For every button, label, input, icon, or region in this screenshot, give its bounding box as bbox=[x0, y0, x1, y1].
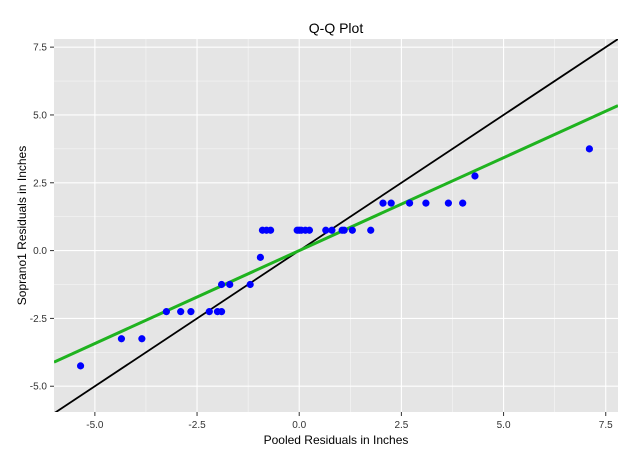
data-point bbox=[205, 308, 213, 316]
data-point bbox=[459, 199, 467, 207]
data-point bbox=[256, 253, 264, 261]
x-axis-ticks: -5.0 -2.5 0.0 2.5 5.0 7.5 bbox=[86, 412, 613, 431]
data-point bbox=[348, 226, 356, 234]
data-point bbox=[340, 226, 348, 234]
data-point bbox=[117, 335, 126, 343]
data-point bbox=[405, 199, 414, 207]
x-tick-label: 5.0 bbox=[497, 420, 511, 431]
data-point bbox=[328, 226, 336, 234]
identity-line bbox=[54, 39, 618, 412]
data-point bbox=[379, 199, 387, 207]
x-tick-label: 7.5 bbox=[599, 420, 613, 431]
data-point bbox=[585, 145, 593, 153]
x-axis-title: Pooled Residuals in Inches bbox=[264, 433, 409, 447]
data-point bbox=[246, 280, 254, 289]
x-tick-label: -2.5 bbox=[188, 420, 206, 431]
data-point bbox=[422, 199, 430, 207]
data-point bbox=[267, 226, 275, 234]
fit-line bbox=[54, 104, 618, 364]
y-tick-label: 7.5 bbox=[33, 43, 47, 54]
data-point bbox=[226, 280, 234, 289]
grid-lines bbox=[54, 39, 618, 412]
x-tick-label: 0.0 bbox=[292, 420, 306, 431]
data-point bbox=[217, 308, 226, 316]
data-point bbox=[387, 199, 395, 207]
y-tick-label: 2.5 bbox=[33, 178, 47, 189]
data-points bbox=[76, 145, 593, 370]
y-tick-label: -5.0 bbox=[30, 382, 48, 393]
y-axis-ticks: -5.0 -2.5 0.0 2.5 5.0 7.5 bbox=[30, 43, 54, 393]
data-point bbox=[322, 226, 330, 234]
chart-title: Q-Q Plot bbox=[309, 20, 364, 36]
data-point bbox=[138, 335, 146, 343]
data-point bbox=[187, 308, 195, 316]
y-tick-label: 0.0 bbox=[33, 246, 47, 257]
data-point bbox=[177, 308, 185, 316]
data-point bbox=[217, 280, 226, 289]
y-tick-label: 5.0 bbox=[33, 110, 47, 121]
data-point bbox=[305, 226, 314, 234]
x-tick-label: 2.5 bbox=[394, 420, 408, 431]
data-point bbox=[444, 199, 452, 207]
data-point bbox=[162, 308, 170, 316]
y-tick-label: -2.5 bbox=[30, 314, 48, 325]
y-axis-title: Soprano1 Residuals in Inches bbox=[15, 146, 29, 305]
x-tick-label: -5.0 bbox=[86, 420, 104, 431]
data-point bbox=[471, 172, 479, 180]
data-point bbox=[367, 226, 375, 234]
data-point bbox=[76, 362, 85, 370]
reference-lines bbox=[54, 39, 618, 412]
